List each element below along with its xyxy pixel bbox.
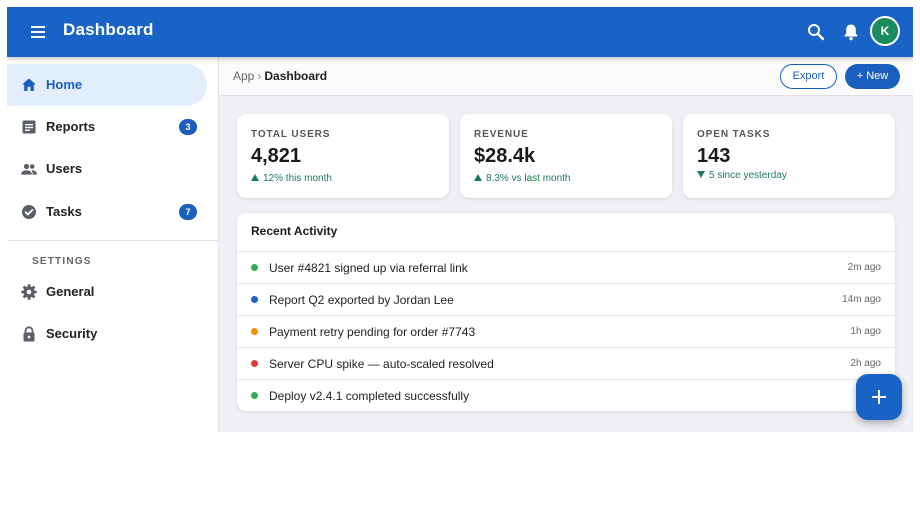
card-delta: 8.3% vs last month [474,173,570,184]
breadcrumb-separator: › [257,69,262,83]
page-header: App › Dashboard Export + New [219,57,913,96]
activity-time: 2m ago [847,262,881,273]
activity-text: User #4821 signed up via referral link [269,261,468,275]
activity-row[interactable]: User #4821 signed up via referral link 2… [237,251,895,283]
main-content: App › Dashboard Export + New TOTAL USERS 4… [219,57,913,432]
activity-time: 1h ago [850,326,881,337]
plus-icon [872,390,886,404]
card-value: 4,821 [251,145,302,167]
status-dot [251,392,258,399]
stat-card-total-users: TOTAL USERS 4,821 12% this month [237,114,449,198]
reports-badge: 3 [179,119,197,135]
activity-title: Recent Activity [251,224,338,238]
status-dot [251,360,258,367]
settings-section-label: SETTINGS [32,256,92,267]
trend-up-icon [251,174,259,181]
app-title: Dashboard [63,20,154,39]
app-window: Dashboard K Home [7,7,913,432]
card-value: $28.4k [474,145,536,167]
activity-time: 2h ago [850,358,881,369]
sidebar: Home Reports 3 [7,57,219,432]
activity-time: 14m ago [842,294,881,305]
breadcrumb: App › Dashboard [233,69,327,83]
sidebar-item-label: General [46,284,95,299]
activity-row[interactable]: Report Q2 exported by Jordan Lee 14m ago [237,283,895,315]
card-delta-text: 8.3% vs last month [486,173,571,184]
export-button[interactable]: Export [780,64,837,89]
sidebar-item-security[interactable]: Security [7,313,207,355]
users-icon [19,159,39,179]
trend-down-icon [697,171,705,178]
sidebar-divider [7,240,218,241]
sidebar-item-users[interactable]: Users [7,148,207,190]
stat-card-revenue: REVENUE $28.4k 8.3% vs last month [460,114,672,198]
card-delta: 12% this month [251,173,332,184]
sidebar-item-home[interactable]: Home [7,64,207,106]
status-dot [251,264,258,271]
sidebar-item-label: Users [46,161,83,176]
status-dot [251,328,258,335]
status-dot [251,296,258,303]
card-label: TOTAL USERS [251,129,331,140]
home-icon [19,75,39,95]
sidebar-item-label: Home [46,77,83,92]
sidebar-item-label: Security [46,326,98,341]
activity-text: Server CPU spike — auto-scaled resolved [269,357,494,371]
activity-row[interactable]: Server CPU spike — auto-scaled resolved … [237,347,895,379]
new-button[interactable]: + New [845,64,900,89]
sidebar-item-label: Reports [46,119,96,134]
menu-icon[interactable] [28,22,50,42]
tasks-badge: 7 [179,204,197,220]
search-icon[interactable] [804,20,828,44]
breadcrumb-parent[interactable]: App [233,69,255,83]
card-delta-text: 5 since yesterday [709,170,787,181]
activity-text: Report Q2 exported by Jordan Lee [269,293,454,307]
gear-icon [19,282,39,302]
sidebar-item-label: Tasks [46,204,82,219]
stat-card-open-tasks: OPEN TASKS 143 5 since yesterday [683,114,895,198]
breadcrumb-current: Dashboard [264,69,328,83]
add-fab-button[interactable] [856,374,902,420]
activity-row[interactable]: Payment retry pending for order #7743 1h… [237,315,895,347]
card-label: OPEN TASKS [697,129,771,140]
activity-text: Payment retry pending for order #7743 [269,325,476,339]
lock-icon [19,324,39,344]
app-bar: Dashboard K [7,7,913,57]
card-value: 143 [697,145,731,167]
sidebar-item-reports[interactable]: Reports 3 [7,106,207,148]
tasks-icon [19,202,39,222]
activity-row[interactable]: Deploy v2.4.1 completed successfully [237,379,895,411]
bell-icon[interactable] [839,20,863,44]
recent-activity-panel: Recent Activity User #4821 signed up via… [237,213,895,411]
card-label: REVENUE [474,129,529,140]
avatar[interactable]: K [870,16,900,46]
reports-icon [19,117,39,137]
activity-text: Deploy v2.4.1 completed successfully [269,389,470,403]
trend-up-icon [474,174,482,181]
card-delta: 5 since yesterday [697,170,787,181]
sidebar-item-tasks[interactable]: Tasks 7 [7,191,207,233]
card-delta-text: 12% this month [263,173,332,184]
sidebar-item-general[interactable]: General [7,271,207,313]
